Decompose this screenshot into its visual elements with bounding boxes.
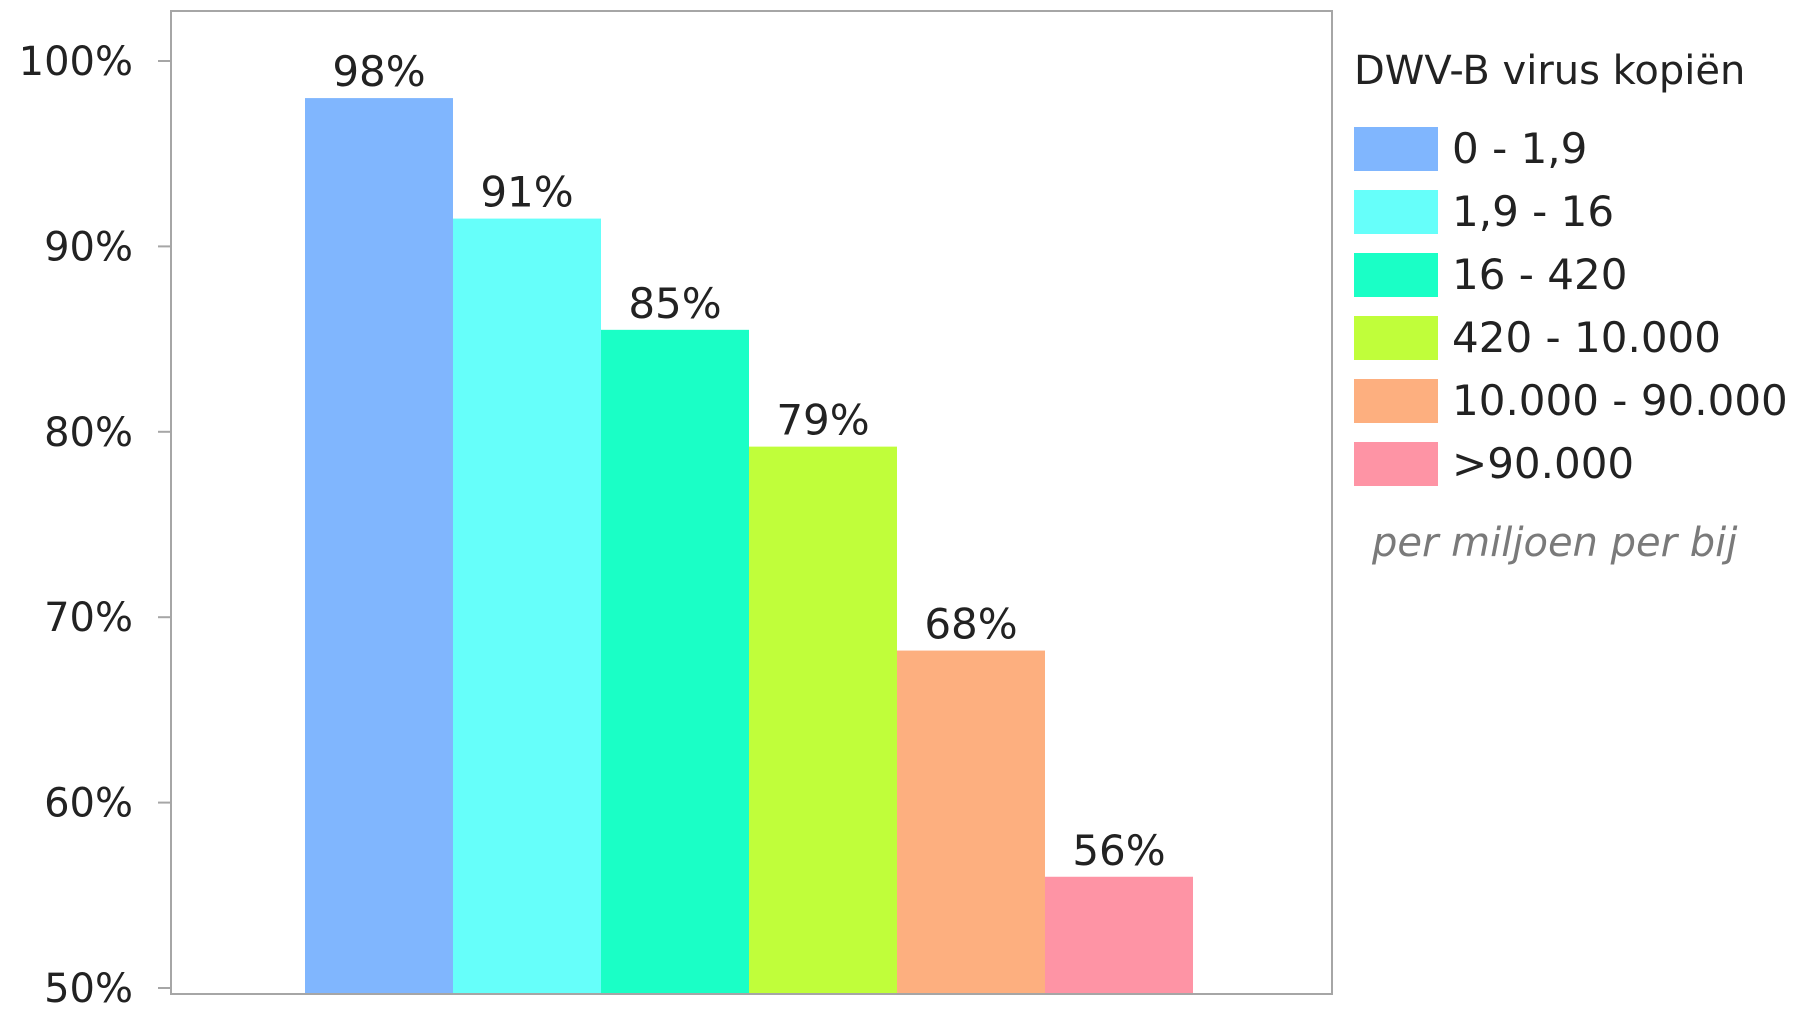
legend-swatch xyxy=(1354,127,1438,171)
y-tick-label: 70% xyxy=(44,595,133,641)
legend: DWV-B virus kopiën 0 - 1,9 1,9 - 16 16 - 4… xyxy=(1354,48,1788,566)
y-tick-label: 80% xyxy=(44,410,133,456)
legend-item-label: 16 - 420 xyxy=(1452,250,1627,299)
legend-swatch xyxy=(1354,379,1438,423)
bar-value-label: 68% xyxy=(924,600,1017,649)
legend-item-label: 10.000 - 90.000 xyxy=(1452,376,1788,425)
bar-value-label: 56% xyxy=(1072,826,1165,875)
legend-swatch xyxy=(1354,316,1438,360)
bar-value-label: 85% xyxy=(628,279,721,328)
bar-value-label: 98% xyxy=(332,47,425,96)
bar-value-label: 79% xyxy=(776,396,869,445)
y-tick-label: 50% xyxy=(44,966,133,1010)
legend-note: per miljoen per bij xyxy=(1371,520,1738,566)
data-labels: 98% 91% 85% 79% 68% 56% xyxy=(332,47,1165,875)
y-tick-label: 60% xyxy=(44,781,133,827)
bar-value-label: 91% xyxy=(480,168,573,217)
legend-item-label: 0 - 1,9 xyxy=(1452,124,1587,173)
y-axis: 50% 60% 70% 80% 90% 100% xyxy=(19,39,171,1010)
legend-swatch xyxy=(1354,442,1438,486)
bar xyxy=(453,218,601,994)
legend-title: DWV-B virus kopiën xyxy=(1354,48,1745,94)
bars xyxy=(305,98,1193,994)
legend-item-label: >90.000 xyxy=(1452,439,1634,488)
bar xyxy=(897,650,1045,993)
legend-items: 0 - 1,9 1,9 - 16 16 - 420 420 - 10.000 10.00… xyxy=(1354,124,1788,488)
bar xyxy=(305,98,453,993)
bar xyxy=(1045,876,1193,993)
legend-item-label: 1,9 - 16 xyxy=(1452,187,1614,236)
y-tick-label: 100% xyxy=(19,39,133,85)
bar xyxy=(601,329,749,994)
y-tick-label: 90% xyxy=(44,224,133,270)
legend-swatch xyxy=(1354,190,1438,234)
legend-swatch xyxy=(1354,253,1438,297)
legend-item-label: 420 - 10.000 xyxy=(1452,313,1721,362)
bar xyxy=(749,446,897,994)
